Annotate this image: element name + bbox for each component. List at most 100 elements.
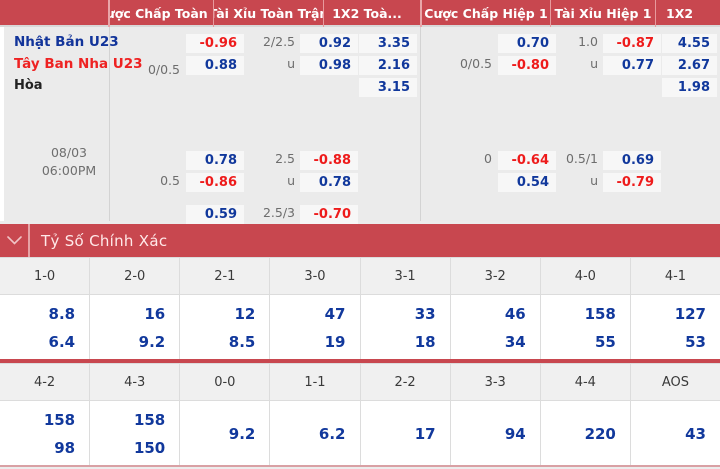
handicap-h1-odds-3[interactable]: -0.64 <box>498 151 556 170</box>
score-cell[interactable]: 158 150 <box>90 401 181 467</box>
1x2-full-away[interactable]: 2.16 <box>359 56 417 75</box>
score-cell[interactable]: 43 <box>630 401 720 467</box>
score-odds[interactable]: 158 <box>133 411 166 429</box>
ou-h1-odds-2[interactable]: 0.77 <box>603 56 661 75</box>
ou-h1-odds-1[interactable]: -0.87 <box>603 34 661 53</box>
score-cell[interactable]: 33 18 <box>360 295 451 361</box>
score-odds[interactable]: 94 <box>504 425 526 443</box>
odds-body: Nhật Bản U23 Tây Ban Nha U23 Hòa 08/03 0… <box>0 27 720 246</box>
score-cell[interactable]: 127 53 <box>630 295 720 361</box>
score-label[interactable]: 3-1 <box>360 258 451 294</box>
score-odds[interactable]: 47 <box>324 305 346 323</box>
1x2-h1-draw[interactable]: 1.98 <box>662 78 717 97</box>
ou-full-odds-4[interactable]: 0.78 <box>300 173 358 192</box>
header-col-handicap-h1[interactable]: Cược Chấp Hiệp 1 <box>420 0 550 27</box>
ou-full-line-2: 2.5 <box>275 151 295 166</box>
score-odds[interactable]: 8.5 <box>228 333 256 351</box>
score-odds[interactable]: 46 <box>504 305 526 323</box>
score-cell[interactable]: 12 8.5 <box>180 295 271 361</box>
score-cell[interactable]: 158 98 <box>0 401 91 467</box>
score-label[interactable]: 3-3 <box>450 364 541 400</box>
score-cell[interactable]: 47 19 <box>270 295 361 361</box>
header-col-1x2-h1[interactable]: 1X2 <box>655 0 720 27</box>
score-cell[interactable]: 16 9.2 <box>90 295 181 361</box>
score-cell[interactable]: 46 34 <box>450 295 541 361</box>
header-col-handicap-full[interactable]: Cược Chấp Toàn ... <box>108 0 213 27</box>
score-odds[interactable]: 158 <box>43 411 76 429</box>
score-odds[interactable]: 9.2 <box>228 425 256 443</box>
score-label[interactable]: 2-2 <box>360 364 451 400</box>
handicap-full-odds-1[interactable]: -0.96 <box>186 34 244 53</box>
ou-h1-odds-4[interactable]: -0.79 <box>603 173 661 192</box>
1x2-full-draw[interactable]: 3.15 <box>359 78 417 97</box>
header-col-overunder-h1[interactable]: Tài Xỉu Hiệp 1 <box>550 0 655 27</box>
score-label[interactable]: 2-0 <box>90 258 181 294</box>
score-cell[interactable]: 220 <box>540 401 631 467</box>
score-label[interactable]: 3-2 <box>450 258 541 294</box>
score-odds[interactable]: 98 <box>54 439 76 457</box>
score-cell[interactable]: 6.2 <box>270 401 361 467</box>
score-label[interactable]: 4-3 <box>90 364 181 400</box>
score-label[interactable]: 1-0 <box>0 258 91 294</box>
score-odds[interactable]: 9.2 <box>138 333 166 351</box>
score-odds[interactable]: 19 <box>324 333 346 351</box>
score-odds[interactable]: 12 <box>234 305 256 323</box>
score-odds[interactable]: 8.8 <box>48 305 76 323</box>
score-odds[interactable]: 150 <box>133 439 166 457</box>
score-cell[interactable]: 8.8 6.4 <box>0 295 91 361</box>
score-cell[interactable]: 158 55 <box>540 295 631 361</box>
score-header-row-2: 4-2 4-3 0-0 1-1 2-2 3-3 4-4 AOS <box>0 363 720 401</box>
score-cell[interactable]: 9.2 <box>180 401 271 467</box>
header-col-overunder-full[interactable]: Tài Xỉu Toàn Trận <box>213 0 323 27</box>
score-cell[interactable]: 17 <box>360 401 451 467</box>
score-label[interactable]: 4-0 <box>540 258 631 294</box>
ou-full-line-1-under: u <box>287 56 295 71</box>
score-label[interactable]: 4-1 <box>630 258 720 294</box>
score-odds[interactable]: 6.2 <box>318 425 346 443</box>
ou-full-odds-2[interactable]: 0.98 <box>300 56 358 75</box>
ou-full-odds-3[interactable]: -0.88 <box>300 151 358 170</box>
handicap-full-odds-4[interactable]: -0.86 <box>186 173 244 192</box>
score-odds[interactable]: 18 <box>414 333 436 351</box>
handicap-full-line-2: 0.5 <box>160 173 180 188</box>
handicap-h1-odds-4[interactable]: 0.54 <box>498 173 556 192</box>
score-odds[interactable]: 43 <box>685 425 706 443</box>
1x2-full-home[interactable]: 3.35 <box>359 34 417 53</box>
handicap-full-odds-2[interactable]: 0.88 <box>186 56 244 75</box>
score-odds[interactable]: 53 <box>685 333 706 351</box>
1x2-h1-home[interactable]: 4.55 <box>662 34 717 53</box>
score-label[interactable]: 3-0 <box>270 258 361 294</box>
handicap-h1-odds-2[interactable]: -0.80 <box>498 56 556 75</box>
handicap-full-odds-5[interactable]: 0.59 <box>186 205 244 224</box>
ou-full-odds-5[interactable]: -0.70 <box>300 205 358 224</box>
1x2-h1-away[interactable]: 2.67 <box>662 56 717 75</box>
ou-h1-line-2-under: u <box>590 173 598 188</box>
divider-2 <box>420 27 421 221</box>
score-odds[interactable]: 220 <box>584 425 616 443</box>
score-odds[interactable]: 127 <box>674 305 706 323</box>
header-col-1x2-full[interactable]: 1X2 Toà... <box>323 0 410 27</box>
chevron-down-icon[interactable] <box>0 224 30 257</box>
score-odds[interactable]: 158 <box>584 305 616 323</box>
handicap-h1-odds-1[interactable]: 0.70 <box>498 34 556 53</box>
score-odds[interactable]: 55 <box>595 333 616 351</box>
score-odds[interactable]: 16 <box>144 305 166 323</box>
score-odds[interactable]: 33 <box>414 305 436 323</box>
score-odds[interactable]: 17 <box>414 425 436 443</box>
score-label[interactable]: 4-2 <box>0 364 91 400</box>
score-label[interactable]: 1-1 <box>270 364 361 400</box>
score-odds[interactable]: 6.4 <box>48 333 76 351</box>
ou-full-odds-1[interactable]: 0.92 <box>300 34 358 53</box>
score-odds[interactable]: 34 <box>504 333 526 351</box>
score-label[interactable]: 0-0 <box>180 364 271 400</box>
score-header-row-1: 1-0 2-0 2-1 3-0 3-1 3-2 4-0 4-1 <box>0 257 720 295</box>
score-cell[interactable]: 94 <box>450 401 541 467</box>
correct-score-section-header[interactable]: Tỷ Số Chính Xác <box>0 224 720 257</box>
score-label[interactable]: 2-1 <box>180 258 271 294</box>
home-team-name[interactable]: Nhật Bản U23 <box>14 34 119 50</box>
score-label[interactable]: 4-4 <box>540 364 631 400</box>
ou-h1-odds-3[interactable]: 0.69 <box>603 151 661 170</box>
away-team-name[interactable]: Tây Ban Nha U23 <box>14 56 143 72</box>
handicap-full-odds-3[interactable]: 0.78 <box>186 151 244 170</box>
score-label[interactable]: AOS <box>630 364 720 400</box>
